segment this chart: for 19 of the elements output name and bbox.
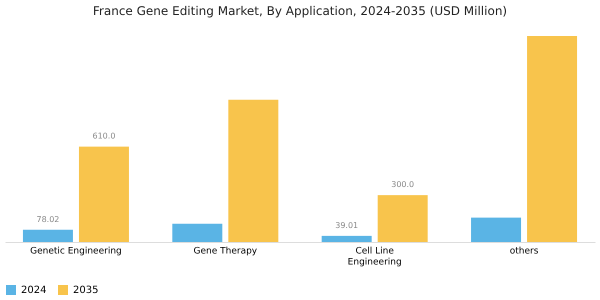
- x-tick-label: others: [510, 246, 539, 256]
- x-tick-label: Cell Line Engineering: [348, 246, 402, 268]
- bar: [527, 36, 578, 242]
- bar: [172, 224, 222, 242]
- bar: [78, 146, 129, 242]
- x-tick-label: Gene Therapy: [194, 246, 258, 256]
- chart-title: France Gene Editing Market, By Application, 2024-2035 (USD Million): [92, 4, 508, 18]
- legend-label: 2035: [73, 285, 98, 296]
- data-label: 300.0: [391, 180, 414, 190]
- x-tick-label: Genetic Engineering: [30, 246, 122, 256]
- legend-label: 2024: [21, 285, 46, 296]
- bar: [322, 236, 372, 242]
- bar: [378, 195, 428, 242]
- data-label: 78.02: [36, 214, 60, 224]
- bar: [22, 230, 73, 242]
- data-label: 39.01: [335, 220, 358, 230]
- data-label: 610.0: [92, 132, 116, 141]
- bar: [228, 100, 278, 242]
- bar: [471, 218, 522, 242]
